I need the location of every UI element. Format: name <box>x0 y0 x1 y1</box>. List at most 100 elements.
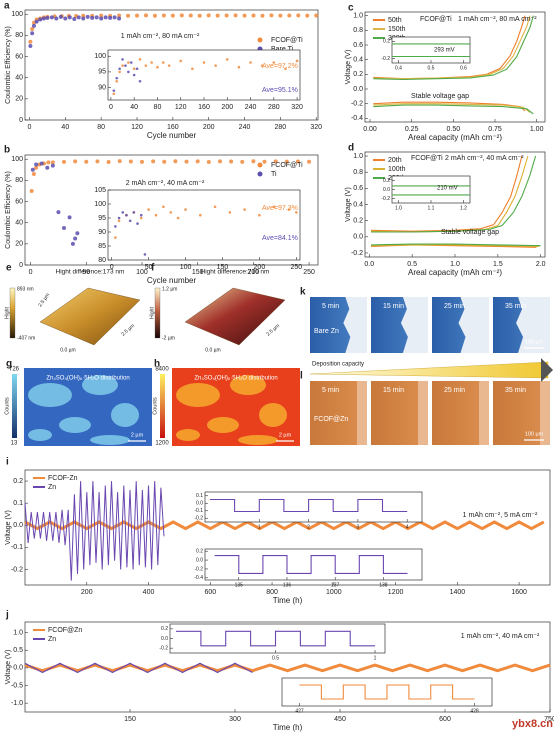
x-tick-label: 428 <box>470 708 479 714</box>
map-blob <box>176 429 200 441</box>
data-point <box>305 13 310 18</box>
afm-title: Hight difference:710 nm <box>201 269 270 276</box>
data-point <box>295 211 298 214</box>
panel-label: b <box>4 145 10 156</box>
map-blob <box>238 435 278 445</box>
data-point <box>233 13 238 18</box>
data-point <box>169 211 173 214</box>
chart: 1.0 1.1 1.2 -0.2 0.0 0.2 210 mV <box>381 175 471 211</box>
y-tick-label: 0.0 <box>353 234 363 241</box>
micrograph-edge <box>400 297 428 353</box>
x-tick-label: 0.5 <box>272 655 279 661</box>
data-point <box>162 205 165 209</box>
x-tick-label: 2 <box>307 524 310 530</box>
data-point <box>73 159 78 164</box>
y-tick-label: -0.1 <box>11 544 23 551</box>
annotation: Ave=84.1% <box>262 235 298 242</box>
data-point <box>39 161 44 166</box>
data-point <box>213 205 217 209</box>
data-point <box>50 163 55 168</box>
y-tick-label: 100 <box>94 53 106 60</box>
color-bar-label: Hight <box>4 307 10 319</box>
x-tick-label: 200 <box>254 264 266 271</box>
data-point <box>28 43 33 48</box>
color-bar <box>154 287 161 339</box>
x-tick-label: 250 <box>290 264 302 271</box>
data-point <box>162 159 167 164</box>
data-point <box>188 13 193 18</box>
y-tick-label: -0.2 <box>194 566 203 572</box>
x-tick-label: 80 <box>154 104 162 111</box>
y-tick-label: 0.0 <box>196 557 203 563</box>
data-point <box>117 219 121 223</box>
y-tick-label: 100 <box>94 201 106 208</box>
data-point <box>30 27 35 32</box>
x-tick-label: 800 <box>266 589 278 596</box>
x-tick-label: 160 <box>198 104 210 111</box>
data-point <box>287 13 292 18</box>
panel-label: l <box>300 371 303 382</box>
data-point <box>103 15 108 20</box>
plot-frame <box>24 9 319 121</box>
scale-bar-label: 100 µm <box>525 431 544 437</box>
x-tick-label: 0.4 <box>395 65 402 71</box>
micrograph-edge <box>357 381 367 445</box>
data-point <box>295 59 299 63</box>
x-axis-label: Areal capacity (mAh cm⁻²) <box>408 133 502 142</box>
x-tick-label: 320 <box>291 104 303 111</box>
scale-bar-label: 2 µm <box>131 432 144 438</box>
data-point <box>296 13 301 18</box>
color-bar-min: -2 µm <box>162 335 175 341</box>
data-point <box>115 76 119 80</box>
x-tick-label: 240 <box>245 104 257 111</box>
data-point <box>229 159 234 164</box>
data-point <box>191 67 194 71</box>
data-point <box>85 14 90 19</box>
data-point <box>61 159 66 164</box>
data-point <box>161 13 166 18</box>
data-point <box>179 59 183 63</box>
data-point <box>81 13 86 18</box>
chart: 200 400 600 800 1000 1200 1400 1600-0.2-0.10.00… <box>5 457 551 605</box>
y-axis-label: Voltage (V) <box>5 510 12 545</box>
data-line <box>373 15 531 113</box>
data-point <box>121 58 124 61</box>
y-axis-label: Voltage (V) <box>5 650 12 685</box>
map-blob <box>28 429 52 441</box>
y-tick-label: 0.2 <box>383 39 390 45</box>
data-point <box>228 211 232 214</box>
data-point <box>28 39 33 44</box>
y-tick-label: 0.1 <box>196 493 203 499</box>
data-point <box>242 13 247 18</box>
micrograph-edge <box>418 381 428 445</box>
y-tick-label: 0.0 <box>13 665 23 672</box>
data-point <box>118 67 121 71</box>
data-point <box>307 159 312 164</box>
annotation: 2 mAh cm⁻², 40 mA cm⁻² <box>445 155 524 162</box>
x-tick-label: 600 <box>204 589 216 596</box>
y-tick-label: 0.8 <box>353 27 363 34</box>
y-tick-label: -0.5 <box>11 682 23 689</box>
annotation: Ave=97.3% <box>262 205 298 212</box>
time-label: 15 min <box>383 303 404 310</box>
plot-frame <box>24 469 551 586</box>
data-point <box>314 13 319 18</box>
chart: 0.00 0.25 0.50 0.75 1.00 -0.4 -0.2 0.0 0.2 0.4 0.6… <box>345 3 546 142</box>
chart: 0 40 80 120 160 200 240 280 320 0 20 40 60 80 100 Cycle… <box>4 1 322 140</box>
x-tick-label: 0.75 <box>488 126 502 133</box>
y-tick-label: 0.2 <box>196 549 203 555</box>
x-tick-label: 1.5 <box>493 261 503 268</box>
data-point <box>176 216 180 220</box>
data-point <box>184 159 189 164</box>
x-tick-label: 1.0 <box>395 205 402 211</box>
data-point <box>132 67 136 71</box>
plot-frame <box>204 491 423 523</box>
data-point <box>58 14 63 19</box>
map-blob <box>259 403 287 427</box>
x-tick-label: 0.25 <box>405 126 419 133</box>
annotation: Ave=95.1% <box>262 87 298 94</box>
color-bar-label: Hight <box>149 307 155 319</box>
data-point <box>63 16 68 21</box>
data-point <box>184 208 187 211</box>
